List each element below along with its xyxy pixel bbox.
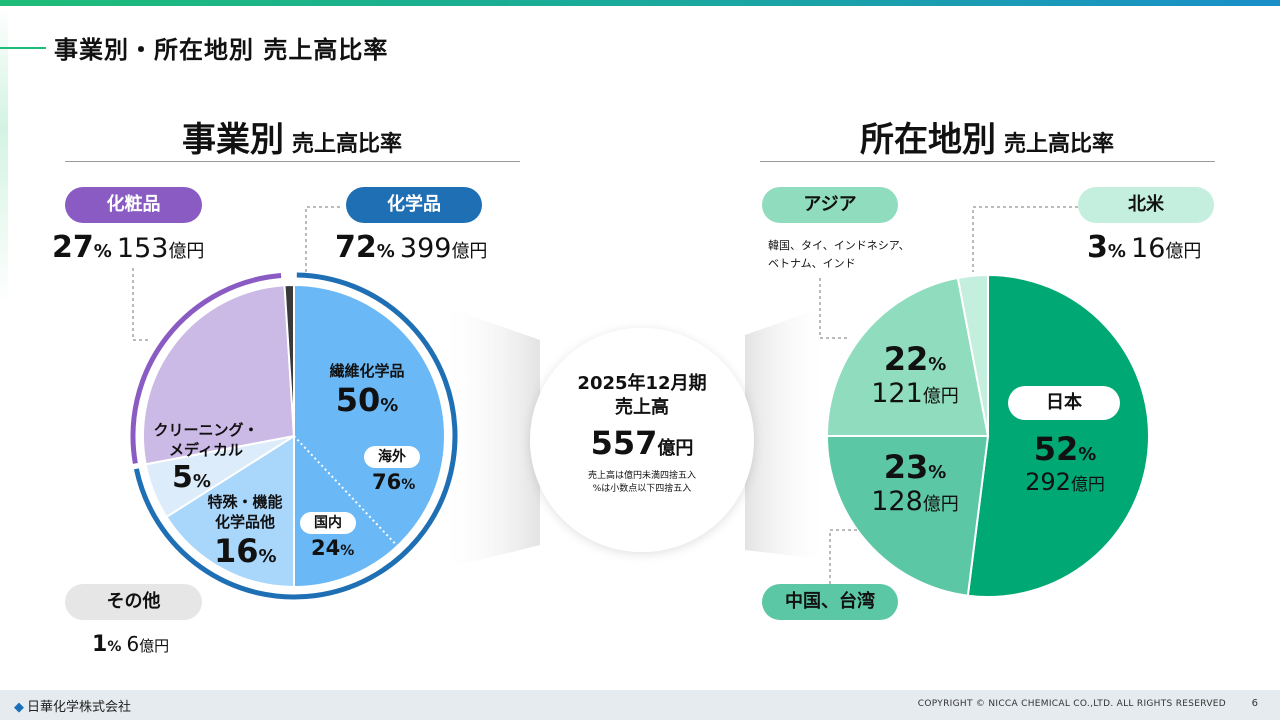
others-amount: 6億円: [126, 632, 170, 656]
region-section-title: 所在地別 売上高比率: [757, 112, 1217, 161]
asia-slice: [825, 276, 990, 437]
center-summary-circle: [530, 328, 754, 552]
cosmetics-ring: [130, 273, 282, 464]
asia-callout-line: [819, 278, 848, 339]
north-america-callout-line: [972, 206, 1078, 272]
cosmetics-slice: [142, 284, 296, 466]
center-summary: 2025年12月期 売上高 557億円 売上高は億円未満四捨五入 %は小数点以下…: [530, 372, 754, 496]
copyright: COPYRIGHT © NICCA CHEMICAL CO.,LTD. ALL …: [917, 699, 1226, 709]
top-accent-bar: [0, 0, 1280, 6]
region-title-rule: [760, 161, 1215, 162]
japan-stat: 52% 292億円: [1010, 430, 1120, 496]
asia-countries-line1: 韓国、タイ、インドネシア、: [768, 239, 910, 252]
textile-label-group: 繊維化学品 50%: [322, 360, 412, 419]
center-period: 2025年12月期: [577, 373, 707, 394]
region-pie-chart: [825, 273, 1151, 598]
china-callout-line: [829, 529, 858, 590]
cleaning-label-group: クリーニング・ メディカル: [140, 420, 272, 460]
business-title-main: 事業別: [181, 120, 284, 160]
cosmetics-callout-line: [132, 268, 150, 341]
chemicals-stat: 72% 399億円: [335, 230, 487, 265]
connector-fan-right: [745, 305, 830, 560]
textile-split-line: [293, 435, 399, 547]
charts-canvas: [130, 206, 1151, 600]
business-title-sub: 売上高比率: [291, 132, 402, 157]
special-label-group: 特殊・機能 化学品他: [200, 492, 290, 532]
textile-label: 繊維化学品: [329, 362, 405, 380]
cleaning-label-line1: クリーニング・: [153, 421, 259, 439]
others-slice: [283, 283, 295, 437]
region-title-main: 所在地別: [859, 120, 996, 160]
cleaning-pct: 5%: [172, 460, 211, 495]
overseas-pct: 76%: [372, 470, 416, 494]
north-america-stat: 3% 16億円: [1087, 230, 1201, 265]
chemicals-amount: 399億円: [399, 233, 488, 264]
japan-amount: 292億円: [1025, 468, 1105, 496]
business-pie-chart: [130, 272, 458, 600]
north-america-amount: 16億円: [1131, 233, 1202, 264]
company-name: 日華化学株式会社: [27, 700, 132, 715]
cleaning-label-line2: メディカル: [169, 441, 243, 459]
textile-slice: [293, 283, 446, 589]
asia-pct: 22%: [883, 340, 947, 378]
business-section-title: 事業別 売上高比率: [62, 112, 522, 161]
center-label: 売上高: [615, 397, 669, 418]
cosmetics-stat: 27% 153億円: [52, 230, 204, 265]
domestic-pct: 24%: [311, 536, 355, 560]
special-label-line2: 化学品他: [214, 513, 275, 531]
footer-bar: ◆ 日華化学株式会社 COPYRIGHT © NICCA CHEMICAL CO.…: [0, 690, 1280, 720]
title-accent-line: [0, 47, 46, 49]
connector-fan-left: [440, 305, 540, 570]
special-slice: [165, 434, 295, 589]
business-title-rule: [65, 161, 520, 162]
cosmetics-pct: 27%: [52, 230, 112, 265]
north-america-pct: 3%: [1087, 230, 1126, 265]
china-taiwan-amount: 128億円: [871, 486, 959, 517]
china-taiwan-slice: [825, 435, 990, 597]
china-taiwan-stat: 23% 128億円: [860, 448, 970, 517]
chemicals-pct: 72%: [335, 230, 395, 265]
asia-stat: 22% 121億円: [860, 340, 970, 409]
asia-amount: 121億円: [871, 378, 959, 409]
north-america-pill: 北米: [1078, 187, 1214, 223]
special-label-line1: 特殊・機能: [207, 493, 283, 511]
overseas-badge: 海外: [364, 446, 420, 468]
center-note1: 売上高は億円未満四捨五入: [587, 471, 696, 481]
north-america-slice: [956, 273, 989, 437]
others-pill: その他: [65, 584, 202, 620]
others-pct: 1%: [92, 632, 122, 657]
others-stat: 1% 6億円: [92, 632, 169, 657]
chemicals-pill: 化学品: [346, 187, 482, 223]
page-number: 6: [1251, 698, 1258, 709]
japan-slice: [966, 273, 1151, 598]
special-pct: 16%: [214, 532, 277, 570]
japan-badge: 日本: [1008, 386, 1120, 420]
page-title: 事業別・所在地別 売上高比率: [54, 36, 389, 64]
center-total: 557億円: [590, 424, 694, 462]
china-taiwan-pill: 中国、台湾: [762, 584, 898, 620]
center-note2: %は小数点以下四捨五入: [592, 484, 692, 494]
left-accent-gradient: [0, 6, 8, 306]
region-title-sub: 売上高比率: [1003, 132, 1114, 157]
company-logo-icon: ◆: [14, 700, 24, 715]
chemicals-ring: [133, 272, 458, 600]
cosmetics-amount: 153億円: [116, 233, 205, 264]
cosmetics-pill: 化粧品: [65, 187, 202, 223]
asia-countries: 韓国、タイ、インドネシア、 ベトナム、インド: [768, 237, 910, 273]
company-logo: ◆ 日華化学株式会社: [14, 696, 131, 715]
domestic-badge: 国内: [300, 512, 356, 534]
asia-pill: アジア: [762, 187, 898, 223]
asia-countries-line2: ベトナム、インド: [768, 257, 856, 270]
japan-pct: 52%: [1033, 430, 1097, 468]
textile-pct: 50%: [335, 381, 399, 419]
china-taiwan-pct: 23%: [883, 448, 947, 486]
